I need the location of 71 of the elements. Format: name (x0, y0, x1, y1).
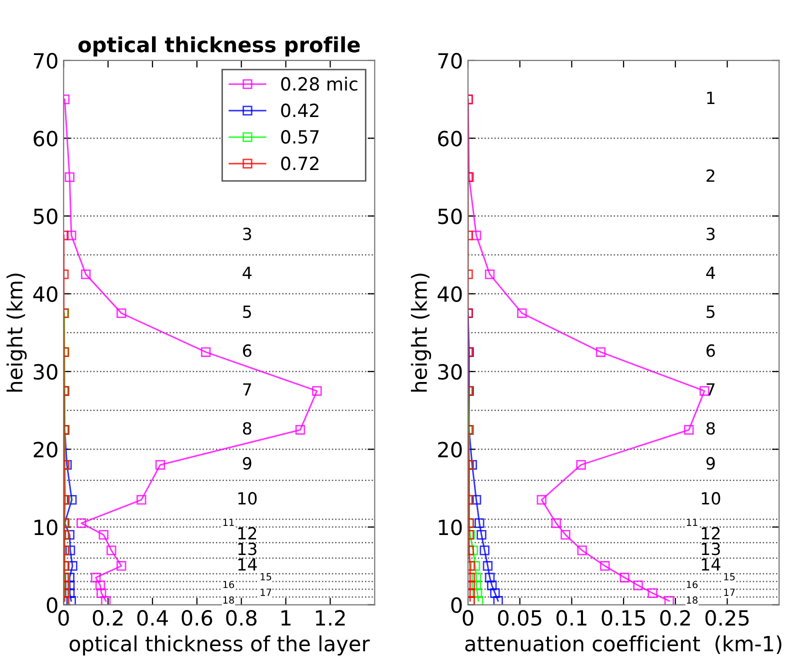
annotation: 14 (238, 558, 257, 571)
y-tick-label: 0 (451, 597, 462, 614)
y-tick-label: 50 (34, 208, 58, 224)
annotation: 17 (260, 588, 272, 596)
y-tick-label: 30 (34, 364, 58, 380)
y-tick-label: 60 (34, 130, 58, 146)
annotation: 12 (238, 527, 256, 540)
legend-label: 0.42 (281, 104, 318, 118)
y-tick-label: 10 (438, 519, 462, 536)
x-tick-label: 0 (58, 610, 69, 626)
x-tick-label: 0.8 (226, 610, 257, 626)
annotation: 16 (686, 580, 698, 588)
annotation: 18 (686, 596, 698, 604)
y-tick-label: 70 (438, 52, 462, 69)
x-tick-label: 0.6 (182, 610, 212, 626)
x-tick-label: 0.15 (602, 610, 645, 626)
annotation: 3 (243, 228, 252, 240)
annotation: 4 (706, 266, 716, 279)
annotation: 3 (706, 228, 715, 240)
annotation: 6 (706, 344, 715, 357)
legend-label: 0.28 mic (281, 76, 358, 91)
x-tick-label: 1.2 (316, 610, 345, 626)
y-tick-label: 20 (438, 442, 462, 458)
x-axis-title: optical thickness of the layer (70, 635, 370, 656)
annotation: 13 (238, 542, 256, 556)
y-tick-label: 10 (34, 519, 58, 536)
x-tick-label: 0.1 (556, 610, 586, 626)
y-tick-label: 70 (34, 52, 58, 69)
annotation: 11 (223, 518, 234, 526)
x-tick-label: 0.05 (498, 610, 542, 626)
annotation: 9 (706, 457, 715, 470)
x-tick-label: 0.2 (92, 610, 123, 626)
y-tick-label: 0 (46, 597, 58, 614)
y-tick-label: 40 (438, 286, 462, 302)
annotation: 4 (242, 266, 252, 279)
annotation: 9 (242, 457, 252, 470)
annotation: 13 (702, 542, 720, 556)
annotation: 5 (706, 306, 715, 318)
annotation: 10 (238, 492, 257, 505)
annotation: 6 (243, 344, 252, 357)
annotation: 17 (724, 588, 735, 596)
x-tick-label: 1 (281, 610, 291, 626)
annotation: 18 (223, 596, 234, 604)
annotation: 5 (243, 306, 251, 318)
y-tick-label: 40 (33, 286, 58, 302)
annotation: 8 (706, 422, 715, 435)
legend-label: 0.72 (281, 156, 318, 170)
y-tick-label: 60 (438, 130, 462, 146)
annotation: 15 (724, 573, 735, 580)
x-tick-label: 0 (462, 610, 474, 626)
annotation: 8 (242, 422, 252, 435)
y-tick-label: 20 (34, 442, 58, 458)
x-tick-label: 0.25 (705, 610, 749, 626)
annotation: 1 (707, 92, 714, 104)
annotation: 16 (223, 580, 234, 588)
annotation: 12 (702, 527, 720, 540)
y-axis-title: height (km) (6, 274, 27, 392)
x-tick-label: 0.4 (137, 610, 168, 626)
annotation: 15 (260, 573, 272, 580)
chart-title: optical thickness profile (78, 36, 360, 56)
x-axis-title: attenuation coefficient (km-1) (465, 635, 782, 654)
y-axis-title: height (km) (410, 274, 432, 392)
legend-label: 0.57 (281, 130, 319, 144)
annotation: 7 (243, 383, 252, 396)
y-tick-label: 50 (438, 208, 462, 224)
annotation: 10 (702, 492, 720, 505)
annotation: 11 (686, 518, 698, 526)
y-tick-label: 30 (438, 364, 462, 380)
annotation: 2 (706, 169, 714, 182)
annotation: 14 (702, 558, 720, 571)
x-tick-label: 0.2 (660, 610, 690, 626)
